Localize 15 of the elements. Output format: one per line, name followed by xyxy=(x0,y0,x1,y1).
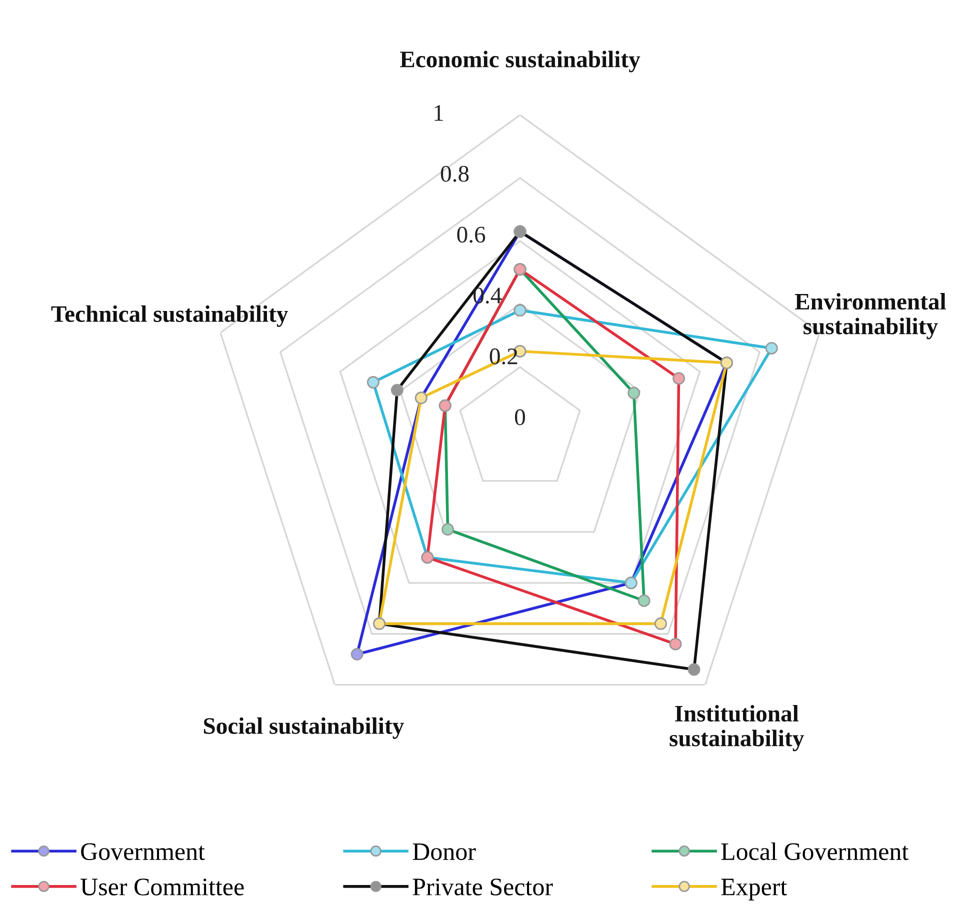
spoke-label: Technical sustainability xyxy=(51,305,288,327)
y-tick-label: 1 xyxy=(434,105,443,121)
legend-label: Local Government xyxy=(721,842,909,860)
spoke-label: Environmental sustainability xyxy=(794,293,946,340)
y-tick-label: 0.6 xyxy=(457,226,486,243)
spoke-label: Institutional sustainability xyxy=(670,705,804,752)
spoke-label: Social sustainability xyxy=(204,717,404,739)
legend-label: Donor xyxy=(412,843,476,860)
legend-label: Private Sector xyxy=(412,878,553,896)
legend-label: Expert xyxy=(721,878,788,900)
y-tick-label: 0.8 xyxy=(440,166,469,182)
spoke-label: Economic sustainability xyxy=(400,50,640,72)
y-tick-label: 0 xyxy=(514,409,526,426)
legend-label: User Committee xyxy=(80,878,244,896)
legend-label: Government xyxy=(81,843,205,860)
